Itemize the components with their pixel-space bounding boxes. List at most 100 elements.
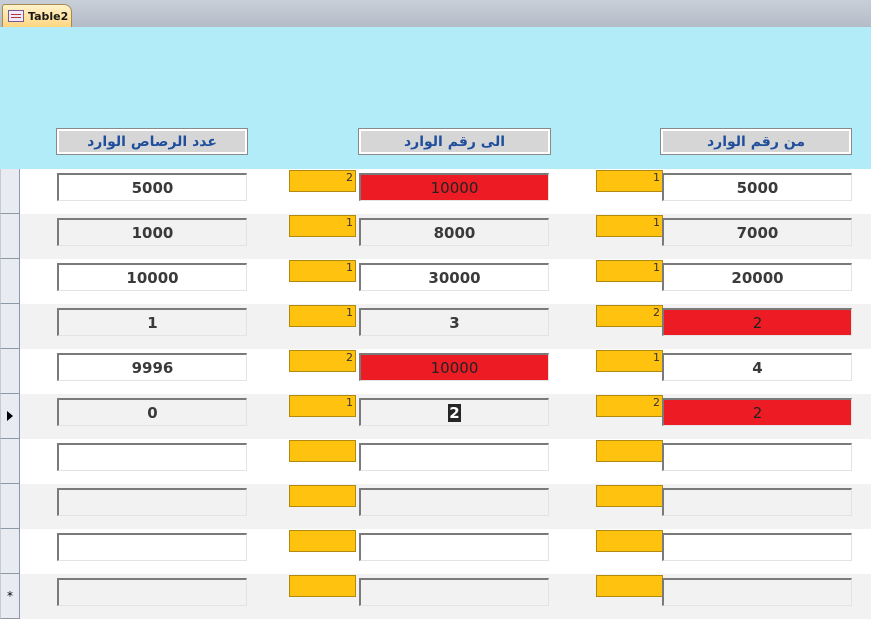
from-number-field[interactable] xyxy=(662,488,852,516)
current-record-arrow-icon xyxy=(7,411,13,421)
to-count-badge xyxy=(289,530,356,552)
to-number-field[interactable]: 10000 xyxy=(359,353,549,381)
from-count-badge-value: 1 xyxy=(653,216,660,229)
document-tab-bar: Table2 xyxy=(0,0,871,28)
to-count-badge: 1 xyxy=(289,305,356,327)
to-number-field[interactable] xyxy=(359,443,549,471)
from-number-field[interactable] xyxy=(662,578,852,606)
to-count-badge xyxy=(289,485,356,507)
bullets-count-field[interactable]: 5000 xyxy=(57,173,247,201)
to-number-field[interactable] xyxy=(359,578,549,606)
to-count-badge: 2 xyxy=(289,170,356,192)
table-row: 0 1 2 2 2 xyxy=(20,394,871,439)
record-selector[interactable] xyxy=(0,169,20,214)
record-selector[interactable] xyxy=(0,259,20,304)
bullets-count-field[interactable]: 9996 xyxy=(57,353,247,381)
from-number-field[interactable]: 7000 xyxy=(662,218,852,246)
form-header: عدد الرصاص الوارد الى رقم الوارد من رقم … xyxy=(0,27,871,169)
tab-table2[interactable]: Table2 xyxy=(2,4,72,27)
bullets-count-field-value: 9996 xyxy=(131,358,174,377)
from-count-badge-value: 1 xyxy=(653,171,660,184)
from-count-badge xyxy=(596,575,663,597)
from-count-badge: 2 xyxy=(596,305,663,327)
from-number-field[interactable]: 5000 xyxy=(662,173,852,201)
table-form-icon xyxy=(8,10,24,22)
to-count-badge xyxy=(289,440,356,462)
to-count-badge: 2 xyxy=(289,350,356,372)
from-count-badge-value: 2 xyxy=(653,306,660,319)
from-number-field[interactable]: 4 xyxy=(662,353,852,381)
from-number-field[interactable] xyxy=(662,443,852,471)
to-number-field-value: 30000 xyxy=(428,268,481,287)
bullets-count-field[interactable]: 1000 xyxy=(57,218,247,246)
to-number-field[interactable]: 2 xyxy=(359,398,549,426)
to-number-field[interactable]: 10000 xyxy=(359,173,549,201)
bullets-count-field[interactable] xyxy=(57,443,247,471)
from-number-field-value: 7000 xyxy=(736,223,779,242)
tab-label: Table2 xyxy=(28,9,69,23)
to-number-field-value: 3 xyxy=(449,313,460,332)
bullets-count-field[interactable] xyxy=(57,578,247,606)
table-row xyxy=(20,439,871,484)
to-number-field[interactable]: 3 xyxy=(359,308,549,336)
table-row: 10000 1 30000 1 20000 xyxy=(20,259,871,304)
bullets-count-field-value: 10000 xyxy=(126,268,179,287)
table-row: 5000 2 10000 1 5000 xyxy=(20,169,871,214)
to-count-badge-value: 1 xyxy=(346,306,353,319)
from-count-badge-value: 1 xyxy=(653,261,660,274)
from-number-field-value: 5000 xyxy=(736,178,779,197)
from-number-field[interactable]: 20000 xyxy=(662,263,852,291)
bullets-count-field[interactable] xyxy=(57,533,247,561)
bullets-count-field[interactable]: 0 xyxy=(57,398,247,426)
table-row: 9996 2 10000 1 4 xyxy=(20,349,871,394)
header-from-number: من رقم الوارد xyxy=(660,128,852,155)
record-selector[interactable] xyxy=(0,214,20,259)
bullets-count-field[interactable]: 1 xyxy=(57,308,247,336)
to-number-field[interactable]: 30000 xyxy=(359,263,549,291)
to-count-badge xyxy=(289,575,356,597)
to-count-badge-value: 2 xyxy=(346,351,353,364)
record-selector[interactable]: * xyxy=(0,574,20,619)
from-count-badge-value: 1 xyxy=(653,351,660,364)
record-selector[interactable] xyxy=(0,349,20,394)
to-count-badge-value: 2 xyxy=(346,171,353,184)
to-count-badge-value: 1 xyxy=(346,396,353,409)
to-count-badge: 1 xyxy=(289,395,356,417)
from-number-field[interactable]: 2 xyxy=(662,308,852,336)
from-count-badge: 1 xyxy=(596,350,663,372)
to-number-field[interactable] xyxy=(359,533,549,561)
to-count-badge: 1 xyxy=(289,215,356,237)
to-number-field[interactable] xyxy=(359,488,549,516)
record-selector-column: * xyxy=(0,169,20,619)
to-number-field-value: 10000 xyxy=(430,178,479,197)
from-count-badge: 1 xyxy=(596,215,663,237)
from-count-badge: 2 xyxy=(596,395,663,417)
table-row xyxy=(20,529,871,574)
to-count-badge-value: 1 xyxy=(346,216,353,229)
to-number-field[interactable]: 8000 xyxy=(359,218,549,246)
from-count-badge: 1 xyxy=(596,260,663,282)
table-row xyxy=(20,484,871,529)
bullets-count-field-value: 1 xyxy=(147,313,158,332)
from-number-field-value: 2 xyxy=(752,313,763,332)
bullets-count-field-value: 0 xyxy=(147,403,158,422)
header-to-number: الى رقم الوارد xyxy=(358,128,551,155)
record-selector[interactable] xyxy=(0,394,20,439)
from-number-field-value: 4 xyxy=(752,358,763,377)
from-number-field-value: 20000 xyxy=(731,268,784,287)
record-selector[interactable] xyxy=(0,439,20,484)
from-count-badge: 1 xyxy=(596,170,663,192)
from-number-field[interactable] xyxy=(662,533,852,561)
record-selector[interactable] xyxy=(0,529,20,574)
to-number-field-value: 8000 xyxy=(433,223,476,242)
table-row: 1000 1 8000 1 7000 xyxy=(20,214,871,259)
from-count-badge xyxy=(596,530,663,552)
bullets-count-field[interactable]: 10000 xyxy=(57,263,247,291)
header-bullets-count: عدد الرصاص الوارد xyxy=(56,128,248,155)
from-count-badge-value: 2 xyxy=(653,396,660,409)
from-number-field-value: 2 xyxy=(752,403,763,422)
from-number-field[interactable]: 2 xyxy=(662,398,852,426)
bullets-count-field[interactable] xyxy=(57,488,247,516)
record-selector[interactable] xyxy=(0,484,20,529)
record-selector[interactable] xyxy=(0,304,20,349)
